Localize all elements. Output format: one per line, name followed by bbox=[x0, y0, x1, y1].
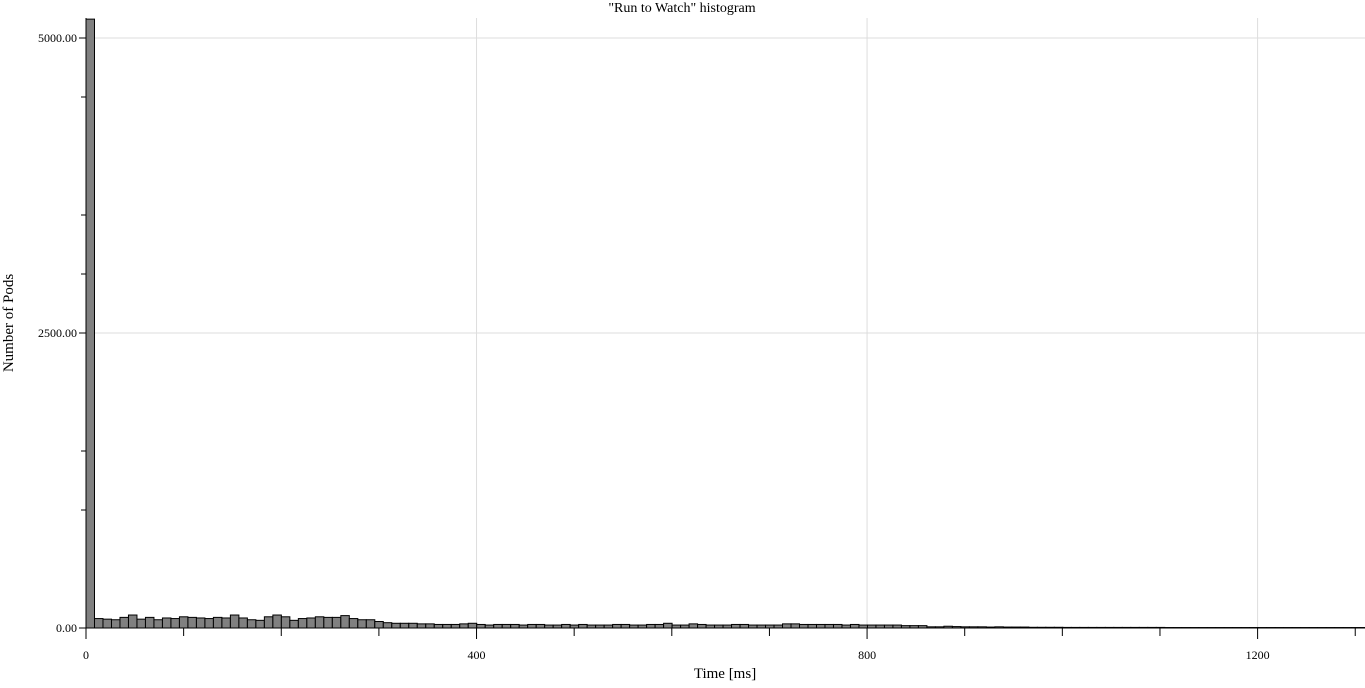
histogram-bar bbox=[732, 624, 740, 628]
x-tick-label: 800 bbox=[858, 648, 876, 662]
histogram-bar bbox=[536, 624, 544, 628]
histogram-bar bbox=[324, 617, 332, 628]
grid-lines bbox=[86, 18, 1365, 628]
histogram-bar bbox=[154, 620, 162, 628]
histogram-bar bbox=[366, 620, 374, 628]
y-axis-title: Number of Pods bbox=[1, 274, 17, 372]
histogram-bar bbox=[264, 617, 272, 628]
histogram-bar bbox=[247, 620, 255, 628]
histogram-bar bbox=[562, 624, 570, 628]
histogram-bar bbox=[468, 623, 476, 628]
histogram-bar bbox=[196, 618, 204, 628]
histogram-bar bbox=[443, 624, 451, 628]
histogram-bar bbox=[816, 624, 824, 628]
histogram-bar bbox=[740, 624, 748, 628]
histogram-bar bbox=[290, 620, 298, 628]
histogram-bar bbox=[332, 617, 340, 628]
histogram-bar bbox=[188, 617, 196, 628]
x-tick-label: 0 bbox=[83, 648, 89, 662]
histogram-bar bbox=[111, 620, 119, 628]
histogram-bar bbox=[808, 624, 816, 628]
histogram-bar bbox=[800, 624, 808, 628]
histogram-bar bbox=[103, 619, 111, 628]
histogram-bar bbox=[281, 617, 289, 628]
y-tick-label: 5000.00 bbox=[38, 31, 77, 45]
histogram-bar bbox=[137, 619, 145, 628]
histogram-bar bbox=[451, 624, 459, 628]
histogram-bar bbox=[341, 616, 349, 628]
histogram-bar bbox=[494, 624, 502, 628]
histogram-bar bbox=[850, 624, 858, 628]
y-tick-label: 0.00 bbox=[56, 621, 77, 635]
histogram-bar bbox=[698, 624, 706, 628]
histogram-bar bbox=[179, 617, 187, 628]
histogram-bar bbox=[825, 624, 833, 628]
x-tick-label: 1200 bbox=[1246, 648, 1270, 662]
histogram-bars bbox=[86, 19, 1365, 628]
x-tick-label: 400 bbox=[468, 648, 486, 662]
histogram-bar bbox=[511, 624, 519, 628]
histogram-bar bbox=[307, 618, 315, 628]
histogram-bar bbox=[655, 624, 663, 628]
histogram-bar bbox=[528, 624, 536, 628]
axes: 0.00 2500.00 5000.00 0 400 800 1200 bbox=[38, 18, 1365, 662]
histogram-bar bbox=[86, 19, 94, 628]
histogram-bar bbox=[417, 624, 425, 628]
histogram-bar bbox=[409, 623, 417, 628]
histogram-bar bbox=[205, 619, 213, 628]
histogram-bar bbox=[298, 619, 306, 628]
histogram-bar bbox=[833, 624, 841, 628]
histogram-bar bbox=[383, 623, 391, 628]
histogram-bar bbox=[213, 617, 221, 628]
histogram-bar bbox=[315, 617, 323, 628]
histogram-bar bbox=[434, 624, 442, 628]
histogram-bar bbox=[579, 624, 587, 628]
histogram-bar bbox=[349, 619, 357, 628]
histogram-bar bbox=[358, 620, 366, 628]
histogram-bar bbox=[171, 619, 179, 628]
histogram-bar bbox=[647, 624, 655, 628]
histogram-bar bbox=[400, 623, 408, 628]
histogram-bar bbox=[222, 618, 230, 628]
histogram-bar bbox=[239, 618, 247, 628]
histogram-bar bbox=[392, 623, 400, 628]
chart-title: "Run to Watch" histogram bbox=[608, 1, 755, 16]
histogram-bar bbox=[791, 624, 799, 628]
histogram-bar bbox=[162, 618, 170, 628]
histogram-bar bbox=[621, 624, 629, 628]
histogram-bar bbox=[502, 624, 510, 628]
histogram-bar bbox=[689, 624, 697, 628]
x-axis-title: Time [ms] bbox=[694, 666, 756, 682]
histogram-bar bbox=[426, 624, 434, 628]
histogram-bar bbox=[273, 615, 281, 628]
y-tick-label: 2500.00 bbox=[38, 326, 77, 340]
histogram-bar bbox=[375, 622, 383, 628]
histogram-bar bbox=[145, 617, 153, 628]
histogram-bar bbox=[94, 619, 102, 628]
histogram-bar bbox=[664, 623, 672, 628]
histogram-bar bbox=[120, 617, 128, 628]
histogram-bar bbox=[230, 615, 238, 628]
histogram-bar bbox=[128, 615, 136, 628]
histogram-bar bbox=[613, 624, 621, 628]
histogram-bar bbox=[783, 624, 791, 628]
histogram-bar bbox=[477, 624, 485, 628]
histogram-bar bbox=[460, 624, 468, 628]
histogram-bar bbox=[256, 620, 264, 628]
